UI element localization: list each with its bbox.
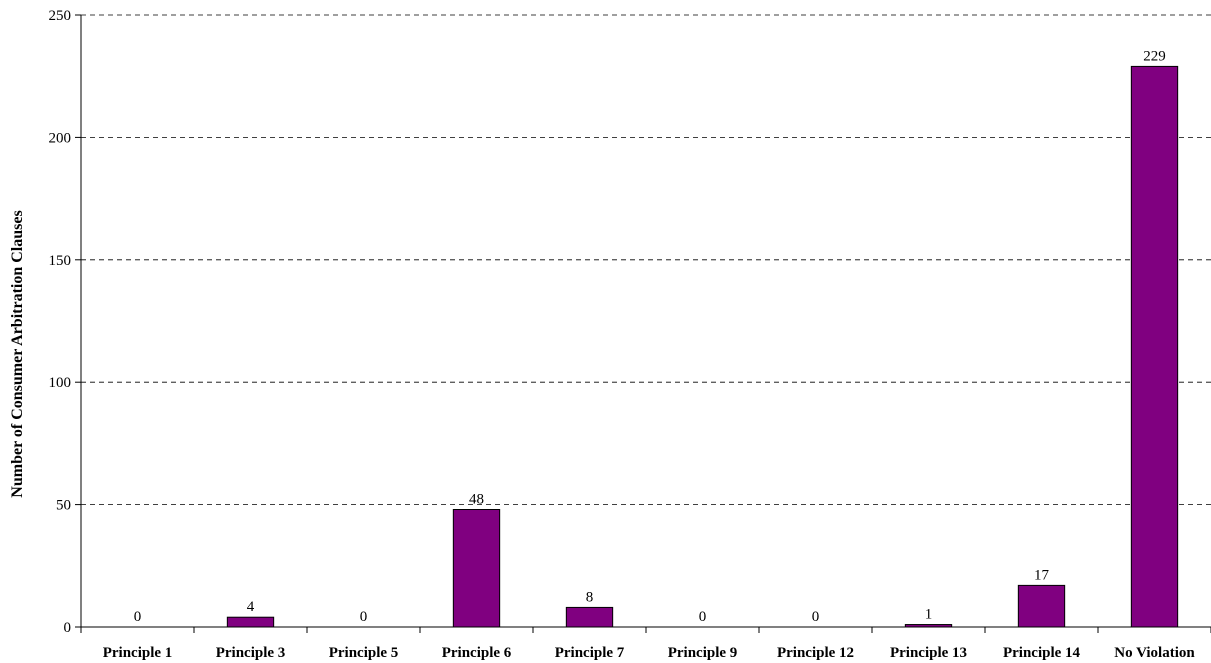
y-tick-label: 100 — [49, 375, 72, 391]
axes — [75, 14, 1211, 633]
data-label: 0 — [360, 609, 368, 625]
data-label: 0 — [699, 609, 707, 625]
data-label: 0 — [812, 609, 820, 625]
x-category-label: No Violation — [1114, 645, 1195, 661]
data-label: 8 — [586, 589, 594, 605]
bar — [1130, 65, 1179, 628]
y-tick-label: 250 — [49, 8, 72, 24]
data-label: 0 — [134, 609, 142, 625]
x-category-label: Principle 9 — [668, 645, 738, 661]
bar — [1017, 584, 1066, 628]
y-tick-label: 50 — [56, 498, 71, 514]
bar — [452, 508, 501, 628]
data-labels: 0 4 0 48 8 0 0 1 17 229 — [134, 48, 1166, 625]
bar — [565, 606, 614, 628]
bar — [226, 616, 275, 628]
x-category-label: Principle 5 — [329, 645, 399, 661]
data-label: 4 — [247, 599, 255, 615]
data-label: 1 — [925, 607, 933, 623]
y-axis-title: Number of Consumer Arbitration Clauses — [9, 210, 26, 497]
y-tick-label: 0 — [64, 620, 72, 636]
data-label: 229 — [1143, 48, 1166, 64]
x-category-label: Principle 7 — [555, 645, 625, 661]
y-tick-label: 200 — [49, 130, 72, 146]
x-category-label: Principle 6 — [442, 645, 512, 661]
x-category-labels: Principle 1 Principle 3 Principle 5 Princip… — [103, 645, 1196, 661]
x-category-label: Principle 3 — [216, 645, 286, 661]
grid-lines — [81, 14, 1211, 506]
y-tick-label: 150 — [49, 253, 72, 269]
data-label: 48 — [469, 491, 484, 507]
data-label: 17 — [1034, 567, 1050, 583]
x-category-label: Principle 1 — [103, 645, 173, 661]
x-category-label: Principle 14 — [1003, 645, 1081, 661]
x-category-label: Principle 13 — [890, 645, 967, 661]
bars — [226, 65, 1179, 628]
x-category-label: Principle 12 — [777, 645, 854, 661]
y-tick-labels: 0 50 100 150 200 250 — [49, 8, 72, 636]
